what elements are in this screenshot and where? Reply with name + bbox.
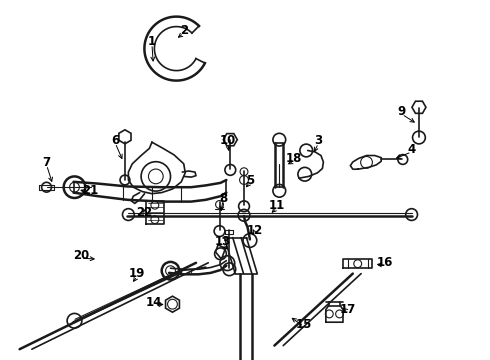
Text: 2: 2 bbox=[180, 24, 188, 37]
Text: 16: 16 bbox=[376, 256, 393, 269]
Text: 7: 7 bbox=[43, 156, 50, 168]
Text: 3: 3 bbox=[315, 134, 322, 147]
Text: 4: 4 bbox=[408, 143, 416, 156]
Text: 21: 21 bbox=[82, 184, 99, 197]
Text: 5: 5 bbox=[246, 174, 254, 186]
Text: 22: 22 bbox=[136, 206, 153, 219]
Text: 1: 1 bbox=[148, 35, 156, 48]
Text: 6: 6 bbox=[111, 134, 119, 147]
Polygon shape bbox=[412, 101, 426, 113]
Polygon shape bbox=[223, 134, 237, 146]
Text: 17: 17 bbox=[340, 303, 356, 316]
Text: 8: 8 bbox=[219, 192, 227, 204]
Text: 12: 12 bbox=[246, 224, 263, 237]
Text: 10: 10 bbox=[220, 134, 236, 147]
Text: 14: 14 bbox=[146, 296, 163, 309]
Text: 18: 18 bbox=[286, 152, 302, 165]
Text: 9: 9 bbox=[398, 105, 406, 118]
Polygon shape bbox=[119, 130, 131, 144]
Text: 15: 15 bbox=[295, 318, 312, 330]
Text: 11: 11 bbox=[269, 199, 285, 212]
Text: 19: 19 bbox=[129, 267, 146, 280]
Text: 13: 13 bbox=[215, 235, 231, 248]
Text: 20: 20 bbox=[73, 249, 89, 262]
